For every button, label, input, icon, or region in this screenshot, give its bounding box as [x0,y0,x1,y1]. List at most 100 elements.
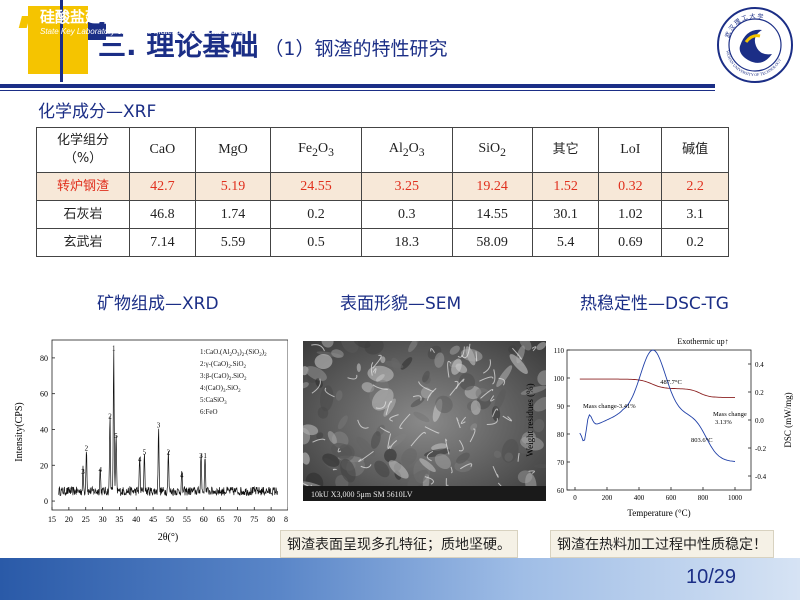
page-title: 三. 理论基础 （1）钢渣的特性研究 [98,24,447,64]
table-cell: 1.02 [598,200,663,229]
table-cell: 58.09 [451,228,533,257]
xrd-xtick-label: 40 [132,515,140,524]
table-header-cell: 碱值 [661,127,729,173]
header-divider-thin [0,90,715,91]
xrd-peak-label: 2 [108,413,112,421]
table-cell: 1.52 [531,172,600,201]
table-cell: 1.74 [194,200,272,229]
table-cell: 0.5 [270,228,362,257]
xrd-xtick-label: 70 [233,515,241,524]
table-header-cell: CaO [129,127,196,173]
dsc-xtick-label: 600 [666,494,677,502]
xrd-xtick-label: 15 [48,515,56,524]
xrd-xtick-label: 25 [82,515,90,524]
title-sub: （1）钢渣的特性研究 [264,38,448,60]
xrd-trace [58,349,278,497]
table-row: 转炉钢渣 42.7 5.19 24.55 3.25 19.24 1.52 0.3… [36,172,729,201]
xrd-peak-label: 4 [138,455,142,463]
table-header-cell: Al2O3 [360,127,453,173]
table-row-name: 石灰岩 [36,200,130,229]
table-header-cell: 其它 [531,127,600,173]
xrd-peak-label: 2 [167,448,171,456]
xrd-xtick-label: 50 [166,515,174,524]
xrd-ytick-label: 60 [40,390,48,399]
xrf-section-label: 化学成分—XRF [38,102,157,122]
xrd-section-label: 矿物组成—XRD [97,294,219,314]
table-cell: 19.24 [451,172,533,201]
xrd-xlabel: 2θ(°) [158,532,178,543]
dsc-xtick-label: 200 [602,494,613,502]
table-cell: 0.2 [661,228,729,257]
xrd-xtick-label: 20 [65,515,73,524]
university-logo: 武 汉 理 工 大 学 WUHAN UNIVERSITY OF TECHNOLO… [717,7,793,83]
xrd-peak-label: 3 [81,468,85,476]
table-header-cell: LoI [598,127,663,173]
xrd-xtick-label: 45 [149,515,157,524]
dsc-ytick-left-label: 100 [554,375,565,383]
footer-bar [0,558,800,600]
xrd-peak-label: 1 [112,345,116,353]
xrd-legend-entry: 6:FeO [200,408,218,416]
xrd-peak-label: 4 [180,472,184,480]
header-blue-square [88,22,106,40]
table-cell: 30.1 [531,200,600,229]
table-cell: 46.8 [129,200,196,229]
dsc-xlabel: Temperature (°C) [627,508,690,518]
dsc-annotation-mass2-value: 3.13% [715,419,732,426]
xrd-legend-entry: 4:(CaO)3.SiO2 [200,384,241,394]
table-row: 玄武岩 7.14 5.59 0.5 18.3 58.09 5.4 0.69 0.… [36,228,729,257]
xrd-xtick-label: 55 [183,515,191,524]
xrd-peak-label: 3 [199,452,203,460]
xrd-ytick-label: 20 [40,461,48,470]
xrd-xtick-label: 30 [99,515,107,524]
xrd-peak-label: 2 [85,445,89,453]
table-cell: 0.3 [360,200,453,229]
table-row-name: 转炉钢渣 [36,172,130,201]
lab-logo-icon [12,16,30,28]
dsc-xtick-label: 1000 [728,494,743,502]
xrd-legend-entry: 2:γ-(CaO)2.SiO2 [200,360,247,370]
dsc-annotation-mass1: Mass change-3.41% [583,403,636,410]
table-header-cell: SiO2 [451,127,533,173]
table-cell: 14.55 [451,200,533,229]
xrd-ytick-label: 0 [44,497,48,506]
xrd-xtick-label: 35 [115,515,123,524]
table-cell: 24.55 [270,172,362,201]
table-row: 石灰岩 46.8 1.74 0.2 0.3 14.55 30.1 1.02 3.… [36,200,729,229]
dsc-section-label: 热稳定性—DSC-TG [580,294,729,314]
dsc-annotation-mass2: Mass change [713,411,747,418]
title-main: 三. 理论基础 [98,29,259,62]
table-cell: 0.2 [270,200,362,229]
dsc-tg-chart: 60 70 80 90 100 110 -0.4 -0.2 0.0 0.2 0.4 0 200 400… [525,337,793,518]
dsc-xtick-label: 800 [698,494,709,502]
header-vertical-line [60,0,63,82]
dsc-xtick-label: 0 [573,494,577,502]
header-yellow-block [28,6,88,74]
dsc-ylabel-right: DSC (mW/mg) [783,392,793,447]
dsc-ytick-right-label: 0.0 [755,417,764,425]
table-header-cell: MgO [194,127,272,173]
table-header-cell: 化学组分 （%） [36,127,130,173]
dsc-annotation-trough: 803.6°C [691,437,713,444]
xrd-xtick-label: 60 [200,515,208,524]
page-number: 10/29 [686,566,737,588]
xrd-ytick-label: 80 [40,354,48,363]
xrd-peak-label: 5 [143,448,147,456]
table-cell: 5.59 [194,228,272,257]
xrd-peak-label: 4 [98,466,102,474]
footer-lab-name-en: State Key Laboratory of Silicate Materia… [40,27,247,36]
dsc-caption: 钢渣在热料加工过程中性质稳定！ [550,530,774,558]
table-row-name: 玄武岩 [36,228,130,257]
xrd-xtick-label: 85 [284,515,288,524]
dsc-ytick-left-label: 60 [557,487,565,495]
table-cell: 0.69 [598,228,663,257]
xrd-xtick-label: 75 [250,515,258,524]
dsc-ytick-right-label: 0.2 [755,389,764,397]
composition-table: 化学组分 （%） CaO MgO Fe2O3 Al2O3 SiO2 其它 LoI… [36,127,729,257]
dsc-xtick-label: 400 [634,494,645,502]
xrd-xtick-label: 80 [267,515,275,524]
dsc-ylabel-left: Weight residues (%) [525,383,535,456]
dsc-ytick-left-label: 110 [554,347,565,355]
xrd-ytick-label: 40 [40,425,48,434]
